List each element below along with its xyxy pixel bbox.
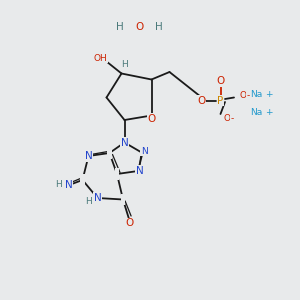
Text: N: N: [65, 179, 73, 190]
Text: N: N: [121, 137, 128, 148]
Text: O: O: [240, 92, 247, 100]
Text: Na: Na: [250, 108, 262, 117]
Text: O: O: [147, 113, 156, 124]
Text: O: O: [197, 95, 205, 106]
Text: O: O: [224, 114, 230, 123]
Text: H: H: [85, 196, 92, 206]
Text: H: H: [55, 180, 62, 189]
Text: -: -: [230, 114, 233, 123]
Text: +: +: [265, 108, 272, 117]
Text: O: O: [135, 22, 144, 32]
Text: +: +: [265, 90, 272, 99]
Text: H: H: [121, 60, 128, 69]
Text: P: P: [218, 95, 224, 106]
Text: Na: Na: [250, 90, 262, 99]
Text: N: N: [136, 166, 143, 176]
Text: N: N: [94, 193, 101, 203]
Text: O: O: [216, 76, 225, 86]
Text: H: H: [155, 22, 163, 32]
Text: N: N: [85, 151, 92, 161]
Text: H: H: [116, 22, 124, 32]
Text: O: O: [125, 218, 133, 229]
Text: -: -: [247, 92, 250, 100]
Text: N: N: [141, 147, 147, 156]
Text: OH: OH: [94, 54, 107, 63]
